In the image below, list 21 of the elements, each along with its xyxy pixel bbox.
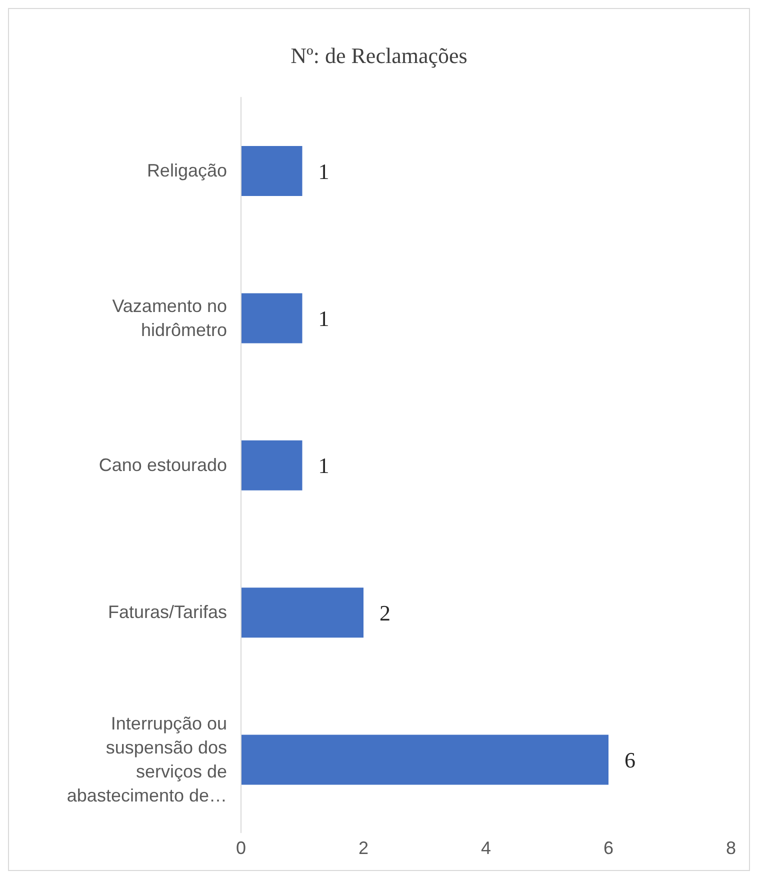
x-tick-label: 2 [358, 838, 369, 858]
chart-title: Nº: de Reclamações [290, 43, 468, 70]
x-tick-label: 6 [603, 838, 614, 858]
data-label: 1 [318, 306, 330, 332]
y-tick-label: Interrupção ou suspensão dos serviços de abastecimento de… [66, 713, 227, 806]
bar [241, 588, 364, 638]
bar [241, 440, 302, 490]
y-tick-label: Faturas/Tarifas [108, 602, 227, 622]
data-label: 1 [318, 453, 330, 478]
bar [241, 293, 302, 344]
x-tick-label: 0 [236, 838, 246, 858]
data-label: 6 [624, 748, 636, 773]
x-tick-label: 8 [726, 838, 736, 858]
y-tick-label: Religação [146, 160, 227, 181]
x-tick-label: 4 [480, 838, 492, 858]
data-label: 2 [380, 600, 390, 626]
bar [241, 734, 608, 785]
y-tick-label: Cano estourado [98, 455, 227, 475]
data-label: 1 [318, 158, 330, 184]
bar [241, 146, 302, 196]
y-tick-label: Vazamento no hidrômetro [112, 296, 227, 340]
